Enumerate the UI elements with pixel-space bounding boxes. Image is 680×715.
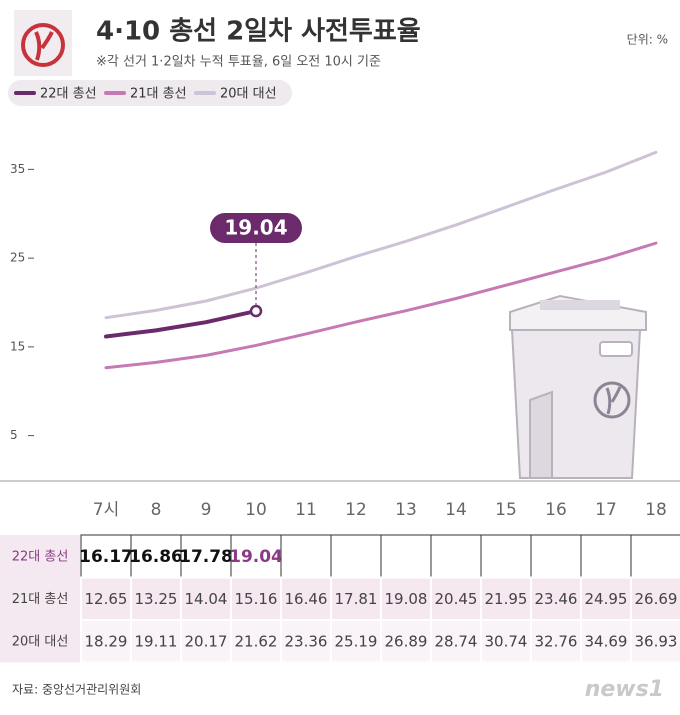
- x-tick-label: 14: [445, 500, 467, 520]
- table-cell: [230, 619, 282, 664]
- table-cell: [480, 576, 532, 621]
- table-value: 15.16: [235, 590, 278, 608]
- table-cell: [330, 576, 382, 621]
- table-value: 19.04: [229, 547, 283, 567]
- x-tick-label: 18: [645, 500, 667, 520]
- table-value: 17.81: [335, 590, 378, 608]
- table-value: 18.29: [85, 633, 128, 651]
- x-tick-label: 8: [151, 500, 162, 520]
- table-cell: [180, 576, 232, 621]
- y-tick-label: 5: [10, 428, 18, 442]
- table-cell: [180, 534, 232, 578]
- y-tick-label: 15: [10, 339, 25, 353]
- legend-label: 21대 총선: [130, 87, 187, 102]
- y-tick-label: 25: [10, 251, 25, 265]
- row-label: 20대 대선: [12, 635, 69, 650]
- table-value: 28.74: [435, 633, 478, 651]
- table-cell: [580, 576, 632, 621]
- x-tick-label: 12: [345, 500, 367, 520]
- table-cell: [80, 619, 132, 664]
- table-cell: [430, 619, 482, 664]
- table-cell: [280, 534, 332, 578]
- table-value: 21.95: [485, 590, 528, 608]
- table-cell: [530, 534, 582, 578]
- table-cell: [630, 619, 680, 664]
- table-cell: [480, 534, 532, 578]
- table-value: 16.86: [129, 547, 183, 567]
- table-value: 36.93: [635, 633, 678, 651]
- chart-title: 4·10 총선 2일차 사전투표율: [96, 17, 421, 47]
- x-tick-label: 15: [495, 500, 517, 520]
- table-value: 14.04: [185, 590, 228, 608]
- x-tick-label: 10: [245, 500, 267, 520]
- table-value: 13.25: [135, 590, 178, 608]
- table-cell: [380, 534, 432, 578]
- table-value: 16.17: [79, 547, 133, 567]
- table-cell: [430, 534, 482, 578]
- x-tick-label: 7시: [93, 500, 119, 520]
- y-tick-label: 35: [10, 162, 25, 176]
- table-value: 25.19: [335, 633, 378, 651]
- table-cell: [530, 619, 582, 664]
- table-value: 19.08: [385, 590, 428, 608]
- table-value: 20.17: [185, 633, 228, 651]
- legend-label: 22대 총선: [40, 87, 97, 102]
- table-cell: [180, 619, 232, 664]
- legend-label: 20대 대선: [220, 87, 277, 102]
- table-value: 32.76: [535, 633, 578, 651]
- table-cell: [630, 576, 680, 621]
- x-tick-label: 11: [295, 500, 317, 520]
- row-label: 22대 총선: [12, 550, 69, 565]
- table-value: 24.95: [585, 590, 628, 608]
- table-value: 26.89: [385, 633, 428, 651]
- row-header-cell: [0, 535, 80, 578]
- table-cell: [580, 534, 632, 578]
- logo-text: news1: [585, 677, 664, 702]
- table-value: 17.78: [179, 547, 233, 567]
- table-value: 12.65: [85, 590, 128, 608]
- table-cell: [630, 534, 680, 578]
- row-header-cell: [0, 620, 80, 663]
- x-tick-label: 9: [201, 500, 212, 520]
- table-value: 30.74: [485, 633, 528, 651]
- chart-subtitle: ※각 선거 1·2일차 누적 투표율, 6일 오전 10시 기준: [96, 55, 381, 70]
- table-value: 16.46: [285, 590, 328, 608]
- series-line: [104, 309, 258, 339]
- source: 자료: 중앙선거관리위원회: [12, 683, 141, 697]
- point-marker: [249, 304, 263, 318]
- legend-background: [8, 80, 292, 106]
- row-header-cell: [0, 577, 80, 620]
- table-value: 21.62: [235, 633, 278, 651]
- table-value: 34.69: [585, 633, 628, 651]
- table-cell: [230, 576, 282, 621]
- table-cell: [280, 619, 332, 664]
- unit-label: 단위: %: [627, 33, 668, 47]
- table-cell: [330, 534, 382, 578]
- x-tick-label: 16: [545, 500, 567, 520]
- row-label: 21대 총선: [12, 592, 69, 607]
- table-value: 23.36: [285, 633, 328, 651]
- table-value: 23.46: [535, 590, 578, 608]
- data-label: 19.04: [224, 216, 287, 240]
- x-tick-label: 17: [595, 500, 617, 520]
- vote-logo: [14, 10, 72, 76]
- ballot-box: [509, 294, 647, 479]
- table-cell: [580, 619, 632, 664]
- series-line: [104, 241, 658, 370]
- table-value: 19.11: [135, 633, 178, 651]
- table-value: 20.45: [435, 590, 478, 608]
- x-tick-label: 13: [395, 500, 417, 520]
- callout-box: [210, 213, 302, 243]
- series-line: [104, 150, 658, 320]
- table-value: 26.69: [635, 590, 678, 608]
